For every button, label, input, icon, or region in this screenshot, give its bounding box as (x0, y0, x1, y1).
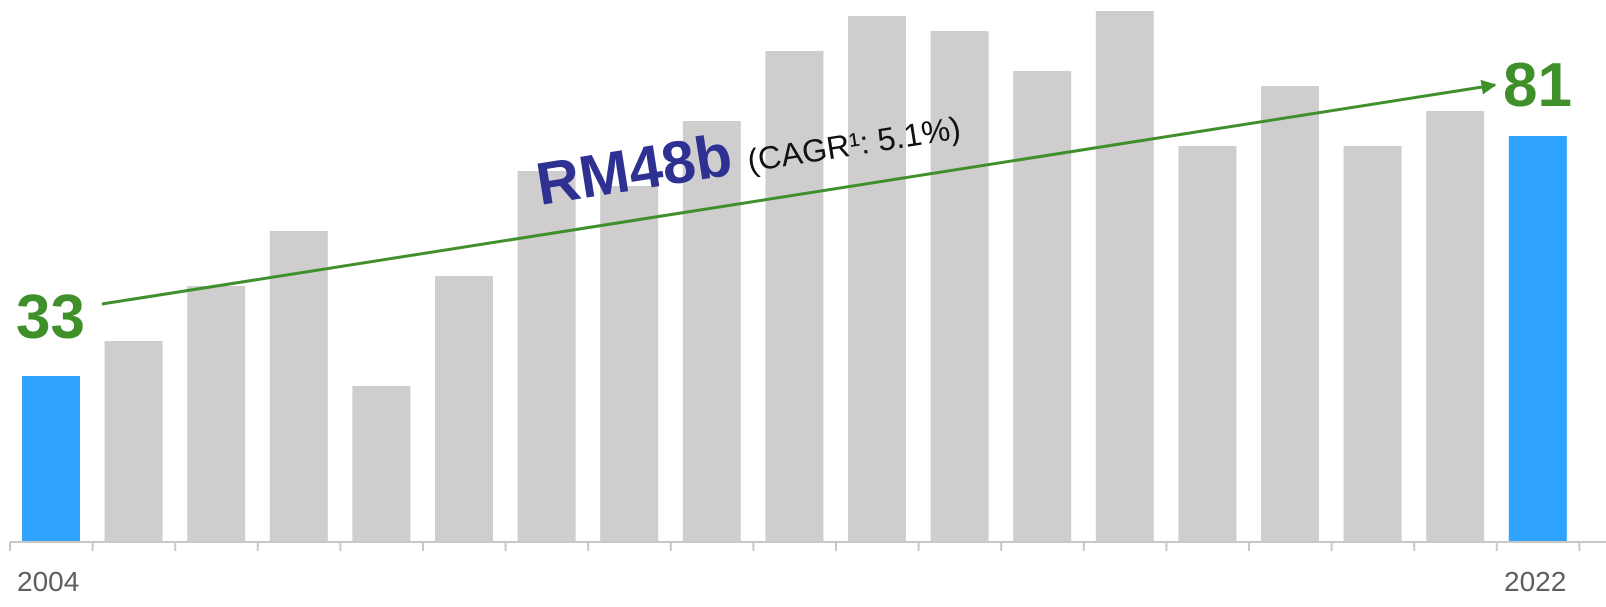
bar-2017 (1095, 11, 1154, 541)
end-value-label: 81 (1503, 51, 1572, 120)
trend-arrow (101, 79, 1497, 306)
bar-2009 (435, 276, 493, 541)
bar-2021 (1426, 111, 1485, 541)
bar-2010 (517, 171, 576, 541)
bar-2015 (930, 31, 989, 541)
bar-2007 (269, 231, 328, 541)
bar-2005 (104, 341, 163, 541)
bar-2013 (765, 51, 824, 541)
x-tick-label-start: 2004 (17, 566, 79, 597)
bar-2016 (1013, 71, 1072, 541)
bar-2018 (1178, 146, 1237, 541)
bar-2012 (682, 121, 741, 541)
bar-2006 (187, 286, 246, 541)
bar-2019 (1261, 86, 1319, 541)
bar-2020 (1343, 146, 1402, 541)
bar-2022 (1508, 136, 1567, 541)
bar-2014 (848, 16, 906, 541)
start-value-label: 33 (16, 283, 85, 352)
bar-2004 (22, 376, 80, 541)
x-axis-ticks (9, 542, 1581, 551)
x-tick-label-end: 2022 (1504, 566, 1566, 597)
bars-group (22, 11, 1567, 541)
bar-2008 (352, 386, 411, 541)
bar-2011 (600, 186, 659, 541)
